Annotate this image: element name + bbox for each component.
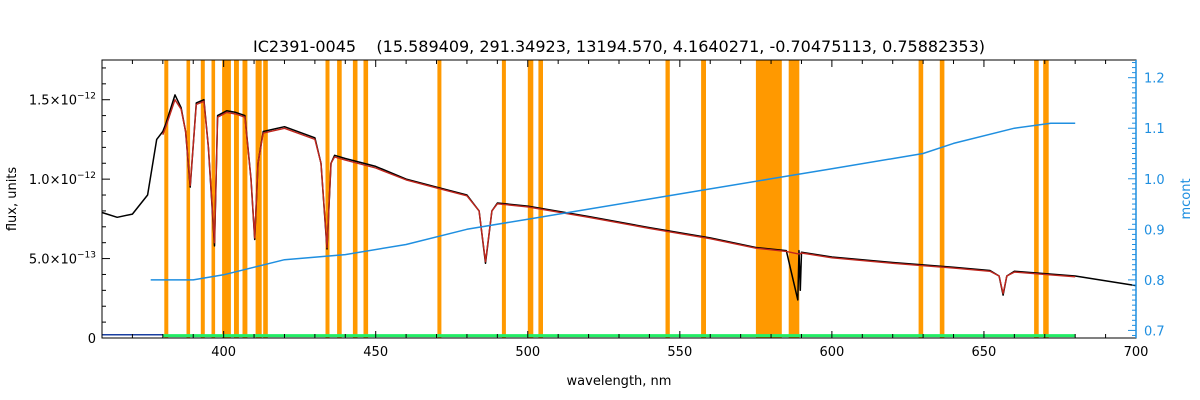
masked-band-12 — [363, 60, 369, 338]
masked-band-2 — [200, 60, 205, 338]
y2-tick-label: 1.0 — [1144, 173, 1165, 188]
y2-tick-label: 1.2 — [1144, 72, 1165, 87]
chart-title: IC2391-0045 (15.589409, 291.34923, 13194… — [253, 37, 985, 56]
masked-band-7 — [255, 60, 262, 338]
masked-band-22 — [939, 60, 945, 338]
masked-band-8 — [263, 60, 268, 338]
x-tick-label: 550 — [667, 345, 692, 360]
masked-band-18 — [701, 60, 706, 338]
y2-tick-label: 0.9 — [1144, 223, 1165, 238]
y2-tick-label: 1.1 — [1144, 122, 1165, 137]
masked-band-4 — [222, 60, 231, 338]
x-axis: 400 450 500 550 600 650 700 — [101, 60, 1149, 360]
masked-band-6 — [242, 60, 248, 338]
y2-axis: 0.7 0.8 0.9 1.0 1.1 1.2 — [1128, 60, 1165, 339]
y-tick-label: 0 — [88, 332, 96, 347]
y-tick-label: 1.5×10−12 — [29, 92, 96, 109]
masked-band-14 — [501, 60, 506, 338]
masked-band-17 — [665, 60, 670, 338]
x-tick-label: 400 — [211, 345, 236, 360]
y-tick-label: 5.0×10−13 — [29, 251, 96, 268]
masked-band-21 — [918, 60, 924, 338]
y-tick-label: 1.0×10−12 — [29, 171, 96, 188]
masked-band-0 — [164, 60, 169, 338]
masked-band-10 — [337, 60, 342, 338]
x-tick-label: 600 — [819, 345, 844, 360]
masked-bands — [164, 60, 1049, 338]
masked-band-5 — [234, 60, 239, 338]
x-tick-label: 450 — [363, 345, 388, 360]
masked-band-15 — [527, 60, 534, 338]
series-model-line — [162, 98, 1076, 295]
y-axis: 0 5.0×10−13 1.0×10−12 1.5×10−12 — [29, 67, 110, 347]
masked-band-19 — [755, 60, 782, 338]
y2-tick-label: 0.8 — [1144, 274, 1165, 289]
masked-band-13 — [437, 60, 442, 338]
x-axis-label: wavelength, nm — [567, 374, 672, 389]
masked-band-23 — [1034, 60, 1039, 338]
masked-band-9 — [325, 60, 330, 338]
y2-axis-label: mcont — [1179, 178, 1194, 219]
masked-band-11 — [352, 60, 358, 338]
masked-band-20 — [788, 60, 800, 338]
series-mcont-line — [150, 122, 1076, 281]
masked-band-16 — [538, 60, 543, 338]
x-tick-label: 650 — [972, 345, 997, 360]
y2-tick-label: 0.7 — [1144, 324, 1165, 339]
masked-band-24 — [1043, 60, 1049, 338]
x-tick-label: 700 — [1124, 345, 1149, 360]
x-tick-label: 500 — [515, 345, 540, 360]
masked-band-3 — [211, 60, 216, 338]
masked-band-1 — [186, 60, 191, 338]
y-axis-label: flux, units — [5, 167, 20, 232]
